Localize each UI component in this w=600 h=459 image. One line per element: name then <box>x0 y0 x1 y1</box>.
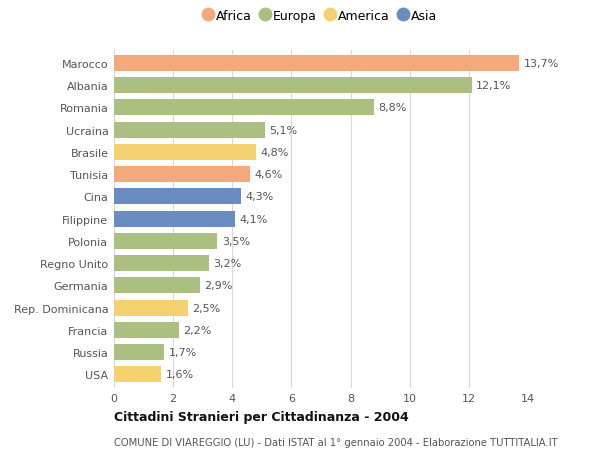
Text: COMUNE DI VIAREGGIO (LU) - Dati ISTAT al 1° gennaio 2004 - Elaborazione TUTTITAL: COMUNE DI VIAREGGIO (LU) - Dati ISTAT al… <box>114 437 557 447</box>
Bar <box>114 189 241 205</box>
Bar <box>114 233 217 249</box>
Text: 2,2%: 2,2% <box>184 325 212 335</box>
Text: 3,5%: 3,5% <box>222 236 250 246</box>
Text: 12,1%: 12,1% <box>476 81 511 91</box>
Text: 4,6%: 4,6% <box>254 170 283 180</box>
Text: 3,2%: 3,2% <box>213 258 241 269</box>
Text: Cittadini Stranieri per Cittadinanza - 2004: Cittadini Stranieri per Cittadinanza - 2… <box>114 410 409 423</box>
Bar <box>114 344 164 360</box>
Text: 4,1%: 4,1% <box>239 214 268 224</box>
Bar <box>114 367 161 382</box>
Bar <box>114 322 179 338</box>
Bar <box>114 78 472 94</box>
Text: 1,6%: 1,6% <box>166 369 194 380</box>
Text: 13,7%: 13,7% <box>524 59 559 69</box>
Bar <box>114 100 374 116</box>
Text: 1,7%: 1,7% <box>169 347 197 358</box>
Text: 5,1%: 5,1% <box>269 125 298 135</box>
Text: 4,3%: 4,3% <box>245 192 274 202</box>
Text: 4,8%: 4,8% <box>260 148 289 157</box>
Text: 8,8%: 8,8% <box>379 103 407 113</box>
Text: 2,5%: 2,5% <box>193 303 221 313</box>
Bar <box>114 123 265 138</box>
Legend: Africa, Europa, America, Asia: Africa, Europa, America, Asia <box>205 10 437 22</box>
Text: 2,9%: 2,9% <box>204 281 233 291</box>
Bar <box>114 256 209 272</box>
Bar <box>114 300 188 316</box>
Bar <box>114 278 200 294</box>
Bar <box>114 211 235 227</box>
Bar <box>114 145 256 161</box>
Bar <box>114 167 250 183</box>
Bar <box>114 56 519 72</box>
